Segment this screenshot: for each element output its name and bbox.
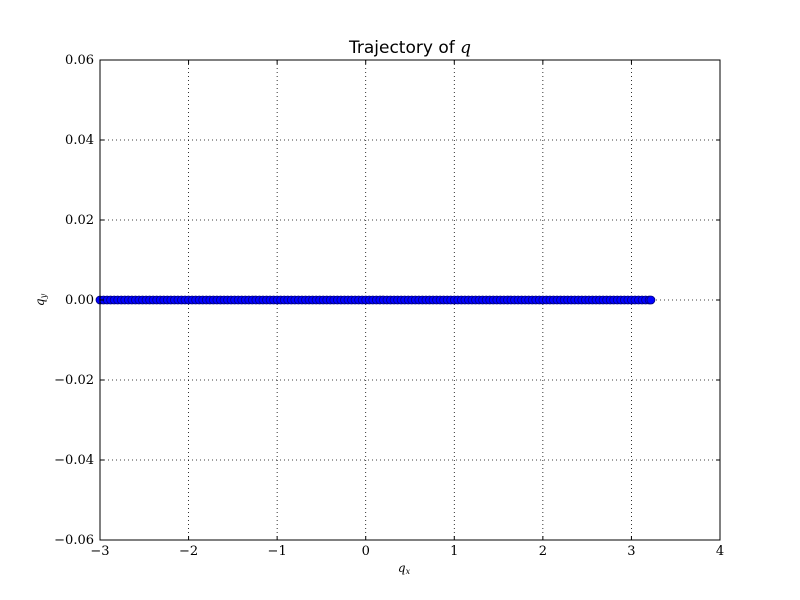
y-tick-label: −0.04	[54, 453, 94, 468]
x-axis-label-base: q	[398, 561, 406, 575]
x-tick-label: −3	[90, 544, 109, 559]
y-axis-label-base: q	[33, 298, 47, 306]
y-tick-label: 0.02	[65, 213, 94, 228]
x-tick-label: −2	[179, 544, 198, 559]
x-tick-label: 4	[716, 544, 724, 559]
tick-labels: −3 −2 −1 0 1 2 3 4 −0.06 −0.04 −0.02 0.00 0.02 0.04 0.…	[54, 53, 724, 559]
axis-ticks	[99, 59, 721, 541]
y-tick-label: 0.04	[65, 133, 94, 148]
y-axis-label-subscript: y	[39, 293, 48, 299]
y-tick-label: 0.00	[65, 293, 94, 308]
x-tick-label: −1	[268, 544, 287, 559]
x-tick-label: 2	[539, 544, 547, 559]
x-tick-label: 1	[450, 544, 458, 559]
chart-title-variable: q	[460, 38, 471, 58]
x-axis-label-subscript: x	[406, 567, 411, 576]
y-axis-label: qy	[33, 293, 48, 306]
y-tick-label: −0.02	[54, 373, 94, 388]
x-axis-label: qx	[398, 561, 411, 576]
x-tick-label: 3	[627, 544, 635, 559]
chart-title: Trajectory of q	[348, 38, 471, 58]
data-points	[95, 295, 656, 305]
x-tick-label: 0	[362, 544, 370, 559]
data-point	[646, 295, 656, 305]
y-tick-label: −0.06	[54, 533, 94, 548]
chart-title-text: Trajectory of	[348, 38, 456, 58]
y-tick-label: 0.06	[65, 53, 94, 68]
